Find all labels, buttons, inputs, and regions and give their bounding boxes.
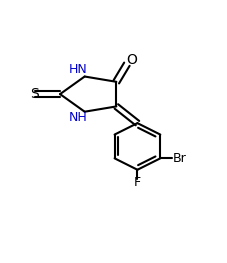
Text: F: F bbox=[134, 176, 141, 189]
Text: HN: HN bbox=[69, 63, 88, 76]
Text: Br: Br bbox=[173, 152, 186, 165]
Text: NH: NH bbox=[69, 111, 88, 124]
Text: S: S bbox=[30, 87, 39, 101]
Text: O: O bbox=[126, 53, 137, 67]
